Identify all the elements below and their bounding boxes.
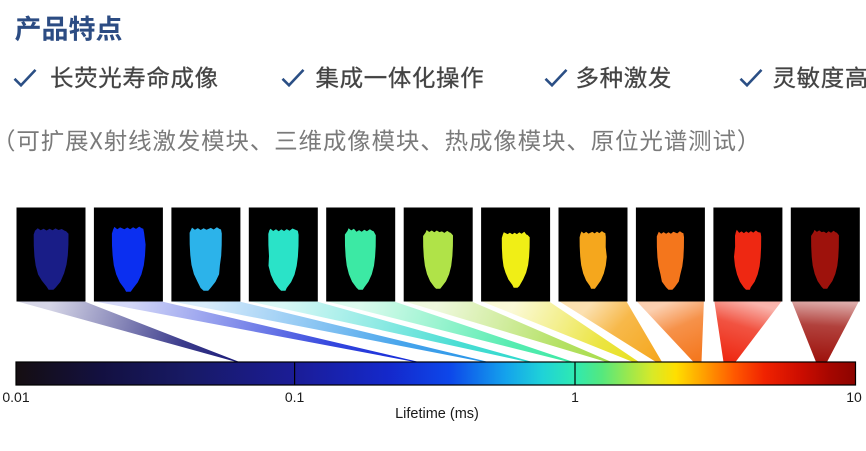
svg-text:0.1: 0.1	[285, 389, 305, 405]
svg-text:0.01: 0.01	[2, 389, 29, 405]
svg-text:1: 1	[571, 389, 579, 405]
svg-text:10: 10	[846, 389, 862, 405]
svg-text:Lifetime (ms): Lifetime (ms)	[395, 406, 479, 422]
